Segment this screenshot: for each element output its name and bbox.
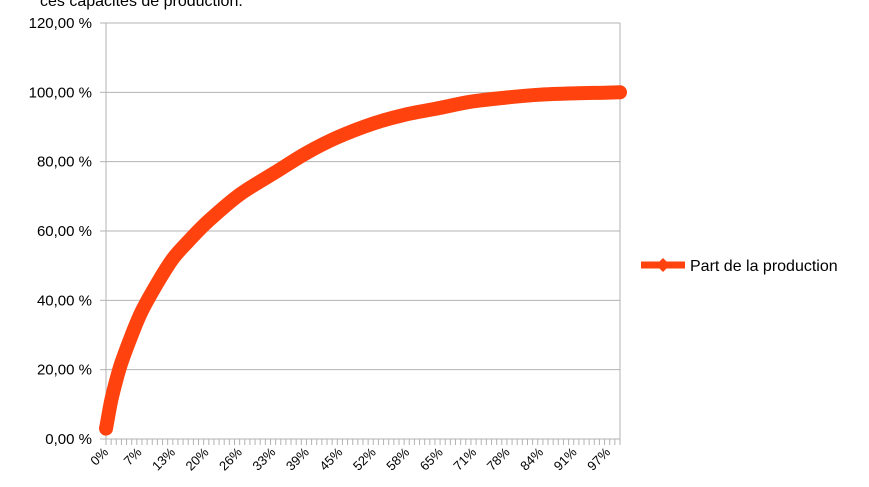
legend-label: Part de la production [690, 258, 838, 275]
x-tick-label: 26% [216, 444, 245, 473]
y-axis-ticks: 0,00 % 20,00 % 40,00 % 60,00 % 80,00 % 100,00… [29, 15, 92, 448]
series-layer [99, 85, 627, 436]
x-tick-label: 7% [121, 444, 145, 468]
x-tick-label: 58% [383, 444, 412, 473]
chart-caption: ces capacités de production. [40, 0, 243, 10]
series-point-end [613, 85, 627, 100]
y-tick-label: 0,00 % [45, 431, 92, 448]
y-tick-label: 80,00 % [37, 154, 92, 171]
x-tick-label: 33% [249, 444, 278, 473]
y-tick-label: 120,00 % [29, 15, 92, 32]
x-axis: 0% 7% 13% 20% 26% 33% 39% 45% 52% 58% 65% 71% 78% 84%… [87, 438, 621, 474]
legend: Part de la production [641, 258, 838, 275]
x-tick-label: 78% [484, 444, 513, 473]
x-tick-label: 65% [417, 444, 446, 473]
series-point-start [99, 421, 113, 436]
x-tick-label: 97% [584, 444, 613, 473]
x-tick-label: 71% [450, 444, 479, 473]
y-tick-label: 100,00 % [29, 84, 92, 101]
x-tick-label: 45% [316, 444, 345, 473]
grid [100, 22, 621, 440]
y-tick-label: 40,00 % [37, 292, 92, 309]
x-tick-label: 20% [183, 444, 212, 473]
x-tick-label: 91% [551, 444, 580, 473]
x-tick-label: 52% [350, 444, 379, 473]
x-tick-label: 84% [517, 444, 546, 473]
x-tick-label: 39% [283, 444, 312, 473]
x-tick-label: 13% [149, 444, 178, 473]
y-tick-label: 60,00 % [37, 223, 92, 240]
legend-swatch-marker [656, 258, 670, 272]
y-tick-label: 20,00 % [37, 362, 92, 379]
series-line-part-de-la-production [99, 85, 627, 436]
